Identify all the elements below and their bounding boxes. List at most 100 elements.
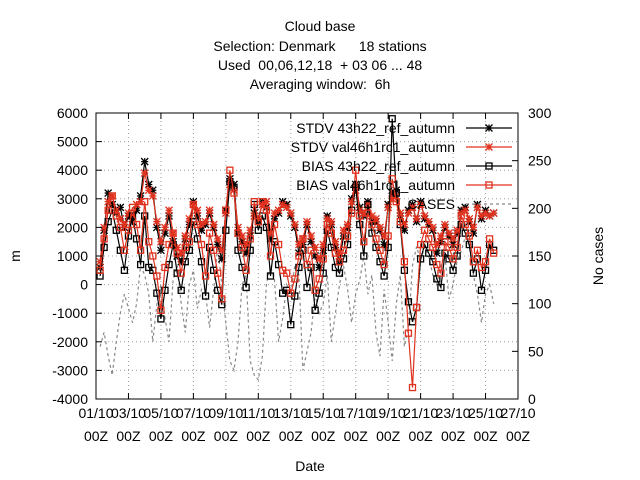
data-point (258, 198, 267, 206)
data-point (311, 306, 319, 314)
data-point (445, 243, 453, 252)
data-point (441, 220, 449, 229)
x-tick-label: 13/10 (273, 405, 308, 421)
data-point (128, 217, 137, 226)
data-point (356, 220, 364, 229)
data-point (262, 197, 271, 206)
data-point (161, 263, 169, 272)
data-point (436, 232, 445, 240)
data-point (461, 220, 469, 229)
data-point (445, 255, 453, 263)
legend-label: BIAS val46h1rc1_autumn (296, 177, 455, 193)
data-point (230, 189, 238, 197)
data-point (246, 235, 254, 243)
data-point (287, 289, 295, 297)
data-point (242, 283, 250, 292)
data-point (424, 217, 433, 226)
data-point (490, 249, 498, 257)
data-point (465, 214, 474, 223)
data-point (100, 243, 108, 252)
data-point (331, 243, 340, 252)
data-point (209, 220, 218, 229)
data-point (148, 191, 157, 200)
data-point (226, 166, 234, 174)
data-point (425, 235, 433, 243)
data-point (177, 269, 185, 277)
data-point (453, 243, 461, 252)
data-point (335, 269, 344, 277)
data-point (303, 260, 311, 269)
x-tick-label: 15/10 (306, 405, 341, 421)
data-point (347, 197, 356, 206)
data-point (331, 249, 340, 257)
data-point (436, 237, 445, 246)
data-point (124, 226, 133, 234)
data-point (132, 206, 141, 215)
data-point (477, 263, 486, 272)
data-point (266, 272, 275, 280)
series-3 (96, 166, 498, 392)
data-point (384, 232, 392, 240)
y-tick-label: 2000 (57, 219, 88, 235)
data-point (169, 240, 177, 249)
data-point (364, 200, 372, 209)
data-point (136, 197, 145, 206)
data-point (473, 246, 482, 254)
y-tick-label: 3000 (57, 191, 88, 207)
data-point (441, 238, 449, 246)
data-point (299, 235, 307, 243)
data-point (485, 235, 494, 243)
data-point (359, 209, 368, 218)
data-point (457, 220, 465, 229)
data-point (108, 200, 117, 209)
x-tick-label: 05/10 (143, 405, 178, 421)
data-point (141, 212, 149, 220)
data-point (116, 203, 125, 212)
data-point (165, 240, 173, 249)
x-tick-label: 27/10 (500, 405, 535, 421)
data-point (173, 249, 181, 257)
y-tick-label: -4000 (52, 391, 88, 407)
data-point (242, 249, 251, 258)
series-line (99, 170, 495, 388)
legend-label: STDV 43h22_ref_autumn (296, 120, 455, 136)
data-point (339, 226, 348, 235)
data-point (165, 206, 173, 215)
data-point (254, 218, 262, 226)
chart-title: Cloud base Selection: Denmark 18 station… (213, 18, 426, 92)
data-point (140, 157, 149, 166)
data-point (181, 243, 189, 252)
data-point (307, 237, 316, 246)
data-point (262, 223, 271, 232)
data-point (380, 240, 389, 249)
data-point (449, 240, 458, 249)
x-tick-label-hour: 00Z (149, 428, 174, 444)
data-point (254, 226, 262, 234)
x-tick-label: 23/10 (436, 405, 471, 421)
data-point (400, 220, 409, 229)
data-point (356, 212, 364, 220)
data-point (161, 223, 169, 232)
data-point (246, 226, 255, 235)
legend-label: BIAS 43h22_ref_autumn (302, 158, 455, 174)
data-point (270, 209, 279, 218)
x-tick-label: 11/10 (241, 405, 275, 421)
data-point (331, 263, 340, 272)
data-point (303, 217, 311, 226)
data-point (274, 240, 283, 249)
data-point (416, 200, 425, 209)
data-point (477, 212, 486, 220)
series-1 (96, 169, 498, 266)
data-point (197, 220, 206, 229)
data-point (108, 192, 116, 200)
data-point (291, 275, 299, 283)
data-point (469, 223, 478, 232)
data-point (100, 223, 109, 232)
x-tick-label: 01/10 (78, 405, 113, 421)
title-line-3: Used 00,06,12,18 + 03 06 ... 48 (218, 57, 423, 73)
x-tick-label: 25/10 (468, 405, 503, 421)
data-point (432, 249, 441, 258)
data-point (461, 206, 470, 215)
data-point (408, 203, 417, 212)
